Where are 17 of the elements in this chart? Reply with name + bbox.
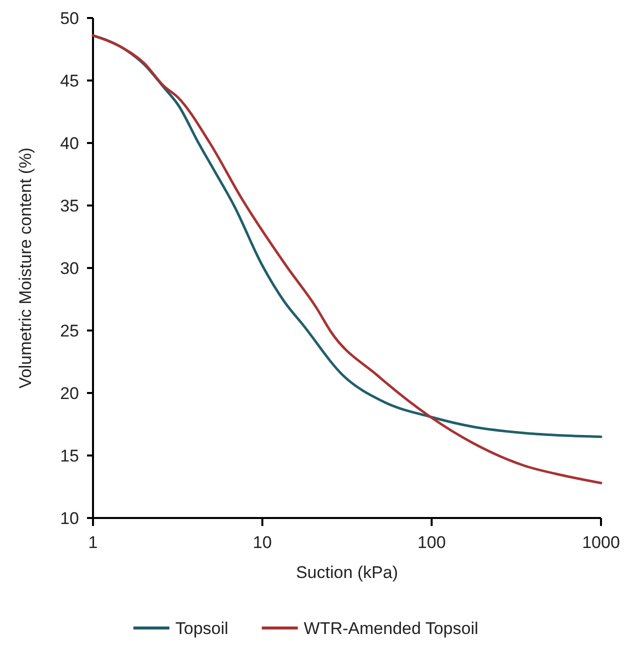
y-tick-label: 25	[60, 321, 79, 340]
y-tick-label: 20	[60, 384, 79, 403]
y-tick-label: 10	[60, 508, 79, 528]
x-axis-title: Suction (kPa)	[296, 563, 398, 582]
legend-label: Topsoil	[175, 618, 228, 638]
x-tick-label: 1	[88, 533, 98, 552]
y-tick-label: 40	[60, 134, 79, 153]
x-tick-label: 100	[417, 533, 446, 552]
x-tick-label: 1000	[582, 533, 620, 552]
x-tick-label: 10	[252, 533, 272, 552]
y-tick-label: 15	[60, 446, 79, 466]
y-tick-label: 50	[60, 8, 79, 28]
y-tick-label: 35	[60, 196, 79, 216]
y-tick-label: 30	[60, 258, 79, 278]
legend-label: WTR-Amended Topsoil	[304, 618, 478, 638]
y-axis-title: Volumetric Moisture content (%)	[16, 148, 35, 388]
y-tick-label: 45	[60, 71, 79, 90]
